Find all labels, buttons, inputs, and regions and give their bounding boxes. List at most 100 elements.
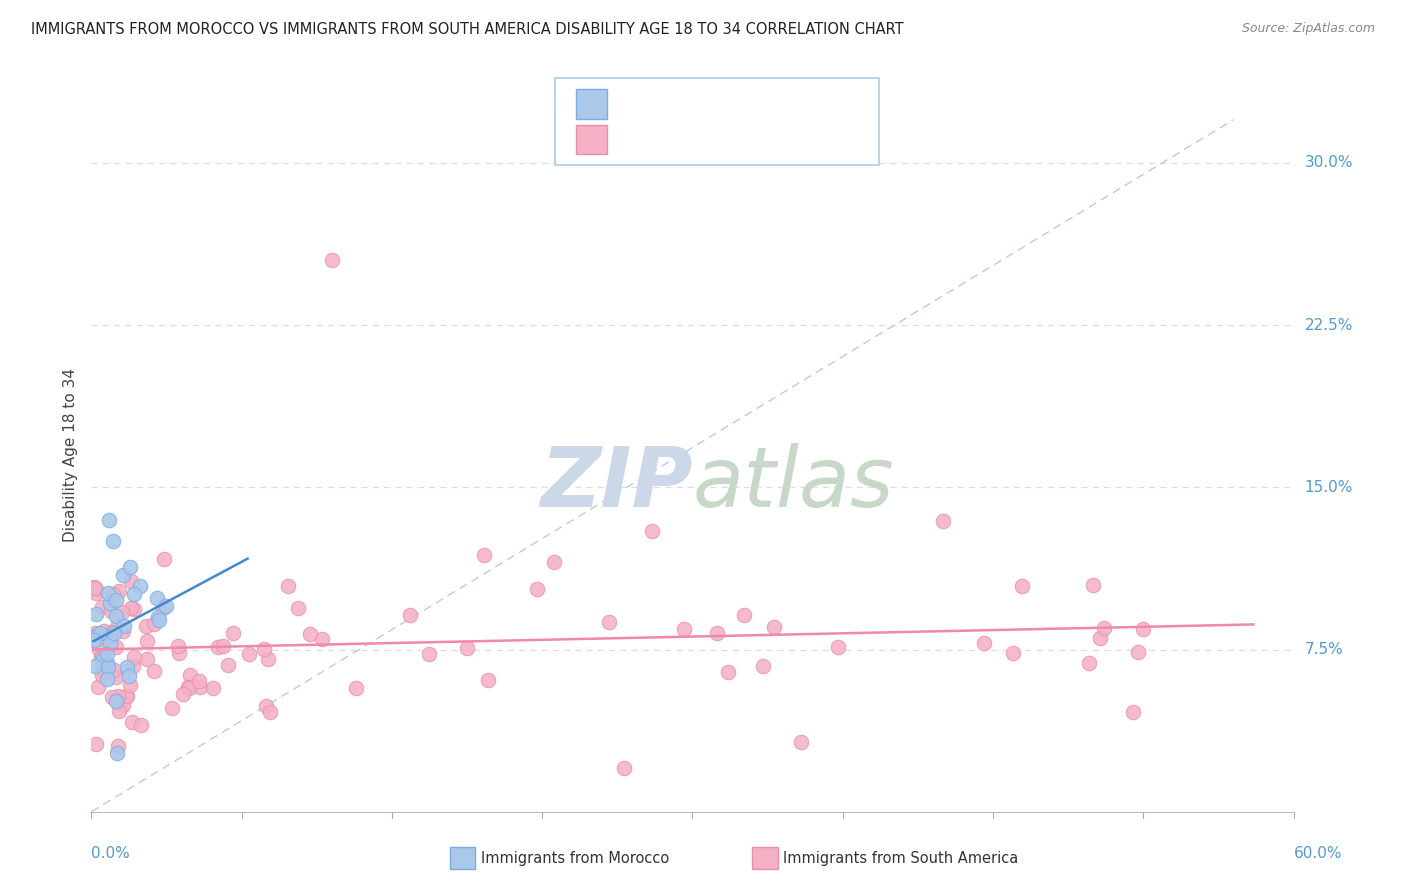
Point xyxy=(1088,632,1111,646)
Point xyxy=(201,681,224,696)
Point xyxy=(117,660,139,674)
Text: IMMIGRANTS FROM MOROCCO VS IMMIGRANTS FROM SOUTH AMERICA DISABILITY AGE 18 TO 34: IMMIGRANTS FROM MOROCCO VS IMMIGRANTS FR… xyxy=(31,22,904,37)
Point xyxy=(222,626,245,640)
Point xyxy=(763,620,786,634)
Point xyxy=(84,586,107,600)
Point xyxy=(84,737,107,751)
Point xyxy=(135,633,157,648)
Point xyxy=(121,714,143,729)
Y-axis label: Disability Age 18 to 34: Disability Age 18 to 34 xyxy=(63,368,79,542)
Point xyxy=(256,652,278,666)
Point xyxy=(118,678,141,692)
Point xyxy=(477,673,499,687)
Point xyxy=(733,607,755,622)
Point xyxy=(84,626,107,640)
Point xyxy=(104,694,127,708)
Point xyxy=(1126,645,1149,659)
Text: 60.0%: 60.0% xyxy=(1294,846,1341,861)
Point xyxy=(90,650,112,665)
Point xyxy=(673,622,696,636)
Point xyxy=(135,618,157,632)
Point xyxy=(103,626,125,640)
Point xyxy=(101,587,124,601)
Point xyxy=(152,601,174,615)
Point xyxy=(101,625,124,640)
Point xyxy=(188,680,211,694)
Point xyxy=(89,642,111,657)
Point xyxy=(124,586,146,600)
Point xyxy=(83,633,105,648)
Point xyxy=(83,580,105,594)
Point xyxy=(128,578,150,592)
Point xyxy=(1011,579,1033,593)
Point xyxy=(93,624,115,639)
Text: Immigrants from Morocco: Immigrants from Morocco xyxy=(481,851,669,865)
Point xyxy=(103,534,125,549)
Point xyxy=(148,613,170,627)
Point xyxy=(187,674,209,689)
Point xyxy=(790,735,813,749)
Text: atlas: atlas xyxy=(692,443,894,524)
Point xyxy=(169,646,191,660)
Point xyxy=(112,618,135,632)
Point xyxy=(179,668,201,682)
Point xyxy=(155,599,177,613)
Point xyxy=(207,640,229,655)
Text: -0.109: -0.109 xyxy=(657,132,711,147)
Text: N =: N = xyxy=(723,132,762,147)
Point xyxy=(253,642,276,657)
Point xyxy=(84,582,107,597)
Point xyxy=(94,642,117,657)
Point xyxy=(121,659,143,673)
Point xyxy=(1077,656,1099,670)
Text: Source: ZipAtlas.com: Source: ZipAtlas.com xyxy=(1241,22,1375,36)
Point xyxy=(1002,646,1025,660)
Point xyxy=(238,647,260,661)
Point xyxy=(543,555,565,569)
Point xyxy=(177,680,200,694)
Point xyxy=(129,717,152,731)
Point xyxy=(827,640,849,654)
Text: 32: 32 xyxy=(759,97,780,112)
Text: N =: N = xyxy=(723,97,762,112)
Text: 15.0%: 15.0% xyxy=(1305,480,1353,495)
Point xyxy=(105,593,128,607)
Point xyxy=(598,615,620,629)
Point xyxy=(641,524,664,538)
Point xyxy=(91,668,114,682)
Point xyxy=(752,658,775,673)
Point xyxy=(122,601,145,615)
Point xyxy=(1122,706,1144,720)
Point xyxy=(399,607,422,622)
Point xyxy=(142,617,165,632)
Point xyxy=(344,681,367,695)
Point xyxy=(96,672,118,686)
Point xyxy=(98,629,121,643)
Point xyxy=(299,626,322,640)
Point xyxy=(84,659,107,673)
Point xyxy=(172,687,194,701)
Point xyxy=(120,574,142,589)
Point xyxy=(321,253,343,268)
Point xyxy=(613,762,636,776)
Text: R =: R = xyxy=(619,97,657,112)
Point xyxy=(97,659,120,673)
Point xyxy=(84,607,107,622)
Point xyxy=(100,603,122,617)
Point xyxy=(98,513,121,527)
Point xyxy=(160,701,183,715)
Point xyxy=(287,601,309,615)
Point xyxy=(146,610,169,624)
Point xyxy=(87,680,110,694)
Point xyxy=(145,591,167,605)
Point xyxy=(103,663,125,677)
Point xyxy=(90,600,112,615)
Point xyxy=(112,567,135,582)
Point xyxy=(212,639,235,653)
Point xyxy=(311,632,333,646)
Point xyxy=(277,579,299,593)
Point xyxy=(177,681,200,695)
Text: 0.208: 0.208 xyxy=(657,97,704,112)
Point xyxy=(120,601,142,615)
Text: 0.0%: 0.0% xyxy=(91,846,131,861)
